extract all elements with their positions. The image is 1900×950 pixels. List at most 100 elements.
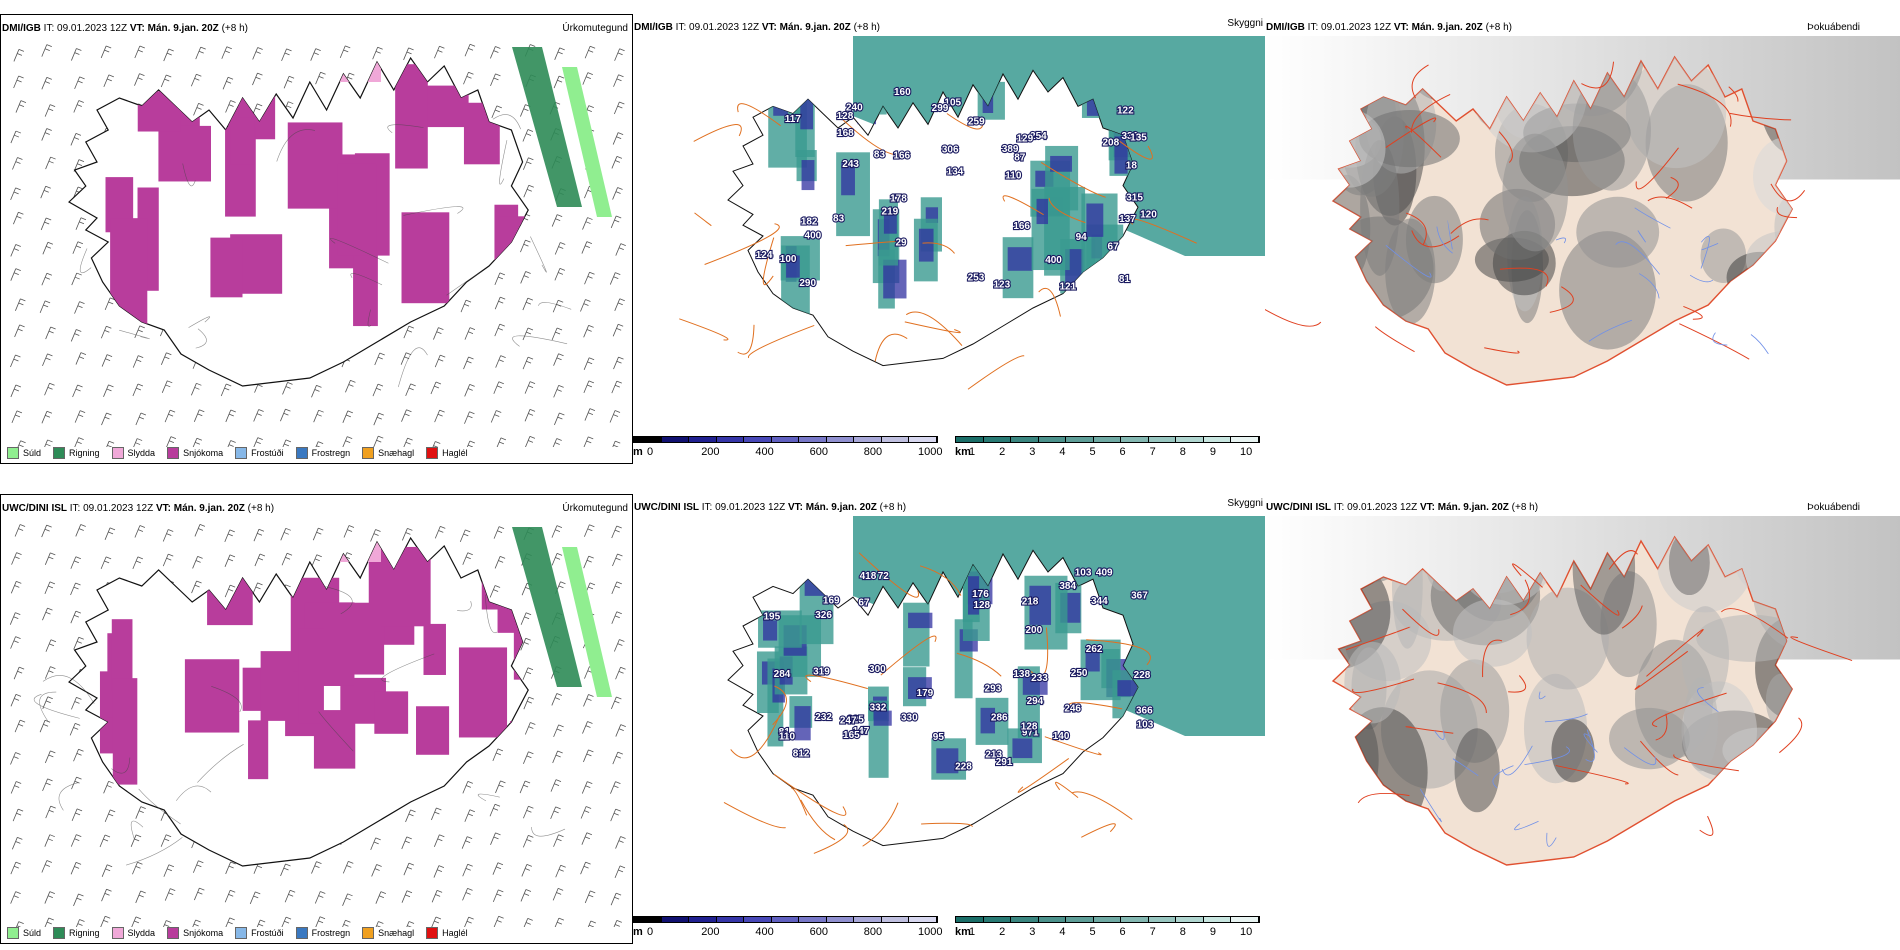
height-colorbar-row2: m 0 200 400 600 800 1000 xyxy=(633,916,942,950)
rain-area xyxy=(512,47,582,207)
cloud-base-label: 120 xyxy=(1140,210,1157,221)
cloud-base-label: 166 xyxy=(1013,221,1030,232)
colorbar-segment xyxy=(744,437,772,442)
rain-area xyxy=(512,527,582,687)
cloud-base-label: 176 xyxy=(972,589,989,600)
legend-item-frostúði: Frostúði xyxy=(235,927,284,939)
cloud-base-label: 137 xyxy=(1119,214,1136,225)
fog-map-svg-row2 xyxy=(1265,516,1900,866)
cloud-base-label: 232 xyxy=(815,712,832,723)
fog-title-row2: UWC/DINI ISL IT: 09.01.2023 12Z VT: Mán.… xyxy=(1266,502,1539,513)
cloud-base-label: 326 xyxy=(815,610,832,621)
height-colorbar-row1: m 0 200 400 600 800 1000 xyxy=(633,436,942,470)
cloud-base-label: 418 xyxy=(860,571,877,582)
fog-map-row1[interactable] xyxy=(1265,36,1900,446)
colorbar-tick-label: 2 xyxy=(999,446,1006,458)
colorbar-tick-label: 8 xyxy=(1179,446,1186,458)
colorbar-tick-label: 7 xyxy=(1149,926,1156,938)
cloud-base-label: 291 xyxy=(996,757,1013,768)
legend-label: Haglél xyxy=(442,448,468,458)
cloud-base-label: 166 xyxy=(893,151,910,162)
cloud-base-label: 250 xyxy=(1071,668,1088,679)
cloud-base-label: 253 xyxy=(968,272,985,283)
legend-item-rigning: Rigning xyxy=(53,447,100,459)
cloud-base-label: 117 xyxy=(785,114,802,125)
precip-panel-row1: DMI/IGB IT: 09.01.2023 12Z VT: Mán. 9.ja… xyxy=(0,14,633,464)
cloud-map-row2[interactable]: 409 332 418 228 330 286 250 176 326 812 169 147 233 1… xyxy=(633,516,1265,916)
cloud-base-label: 140 xyxy=(1053,731,1070,742)
cloud-base-label: 228 xyxy=(1134,670,1151,681)
colorbar-tick-label: 1000 xyxy=(918,926,943,938)
cloud-base-label: 228 xyxy=(955,762,972,773)
precip-variable-row1: Úrkomutegund xyxy=(562,23,628,34)
visibility-colorbar-row2: km 1 2 3 4 5 6 7 8 9 10 xyxy=(955,916,1260,950)
colorbar-tick-label: 6 xyxy=(1119,446,1126,458)
colorbar-segment xyxy=(881,917,910,922)
colorbar-segment xyxy=(1203,437,1232,442)
legend-label: Snæhagl xyxy=(378,448,415,458)
colorbar-unit: m xyxy=(633,446,643,458)
precip-map-row1[interactable] xyxy=(1,37,632,447)
colorbar-tick-label: 8 xyxy=(1179,926,1186,938)
colorbar-segment xyxy=(689,437,717,442)
cloud-base-label: 299 xyxy=(932,103,949,114)
legend-label: Rigning xyxy=(69,448,100,458)
colorbar-segment xyxy=(1203,917,1232,922)
cloud-base-label: 195 xyxy=(763,611,780,622)
cloud-base-label: 262 xyxy=(1086,644,1103,655)
legend-item-súld: Súld xyxy=(7,927,41,939)
cloud-panel-row2: UWC/DINI ISL IT: 09.01.2023 12Z VT: Mán.… xyxy=(633,494,1265,944)
colorbar-tick-label: 5 xyxy=(1089,926,1096,938)
legend-swatch xyxy=(362,447,375,459)
cloud-base-label: 243 xyxy=(842,159,859,170)
cloud-map-row1[interactable]: 120 339 208 243 18 134 182 100 83 124 123 87 168 122 6… xyxy=(633,36,1265,436)
legend-label: Frostúði xyxy=(251,448,284,458)
legend-swatch xyxy=(295,447,308,459)
colorbar-segment xyxy=(661,917,690,922)
colorbar-unit: km xyxy=(955,446,971,458)
precip-title-row1: DMI/IGB IT: 09.01.2023 12Z VT: Mán. 9.ja… xyxy=(2,23,248,34)
cloud-base-label: 208 xyxy=(1102,138,1119,149)
legend-swatch xyxy=(362,927,375,939)
colorbar-tick-label: 800 xyxy=(863,446,883,458)
legend-swatch xyxy=(7,927,19,939)
cloud-base-label: 168 xyxy=(837,128,854,139)
colorbar-segment xyxy=(1093,917,1122,922)
colorbar-segment xyxy=(1121,437,1149,442)
cloud-base-label: 121 xyxy=(1060,281,1077,292)
fog-map-row2[interactable] xyxy=(1265,516,1900,926)
colorbar-tick-label: 2 xyxy=(999,926,1006,938)
colorbar-tick-label: 5 xyxy=(1089,446,1096,458)
colorbar-tick-label: 10 xyxy=(1240,446,1253,458)
colorbar-tick-label: 400 xyxy=(755,446,774,458)
precip-map-row2[interactable] xyxy=(1,517,632,927)
colorbar-tick-label: 0 xyxy=(647,446,654,458)
cloud-base-label: 103 xyxy=(1075,568,1092,579)
cloud-panel-row1: DMI/IGB IT: 09.01.2023 12Z VT: Mán. 9.ja… xyxy=(633,14,1265,464)
precip-field xyxy=(99,538,529,800)
cloud-base-label: 315 xyxy=(1126,193,1143,204)
colorbar-tick-label: 6 xyxy=(1119,926,1126,938)
legend-item-snæhagl: Snæhagl xyxy=(362,447,414,459)
colorbar-segment xyxy=(1148,917,1177,922)
precip-map-svg-row1 xyxy=(10,43,626,447)
precip-variable-row2: Úrkomutegund xyxy=(562,503,628,514)
cloud-base-label: 225 xyxy=(847,715,864,726)
colorbar-segment xyxy=(1066,917,1094,922)
cloud-base-label: 29 xyxy=(896,238,908,249)
cloud-base-label: 110 xyxy=(1005,170,1022,181)
cloud-base-label: 147 xyxy=(853,726,870,737)
colorbar-segment xyxy=(1148,437,1177,442)
colorbar-tick-label: 3 xyxy=(1029,446,1036,458)
cloud-base-label: 200 xyxy=(1026,625,1043,636)
precip-panel-row2: UWC/DINI ISL IT: 09.01.2023 12Z VT: Mán.… xyxy=(0,494,633,944)
cloud-base-label: 254 xyxy=(1030,131,1047,142)
cloud-base-label: 812 xyxy=(793,748,810,759)
legend-label: Frostúði xyxy=(251,928,284,938)
colorbar-segment xyxy=(661,437,690,442)
legend-item-frostúði: Frostúði xyxy=(235,447,284,459)
colorbar-segment xyxy=(1121,917,1149,922)
drizzle-area xyxy=(562,547,612,697)
precip-legend-row2: Súld Rigning Slydda Snjókoma Frostúði Frostre… xyxy=(7,927,468,939)
